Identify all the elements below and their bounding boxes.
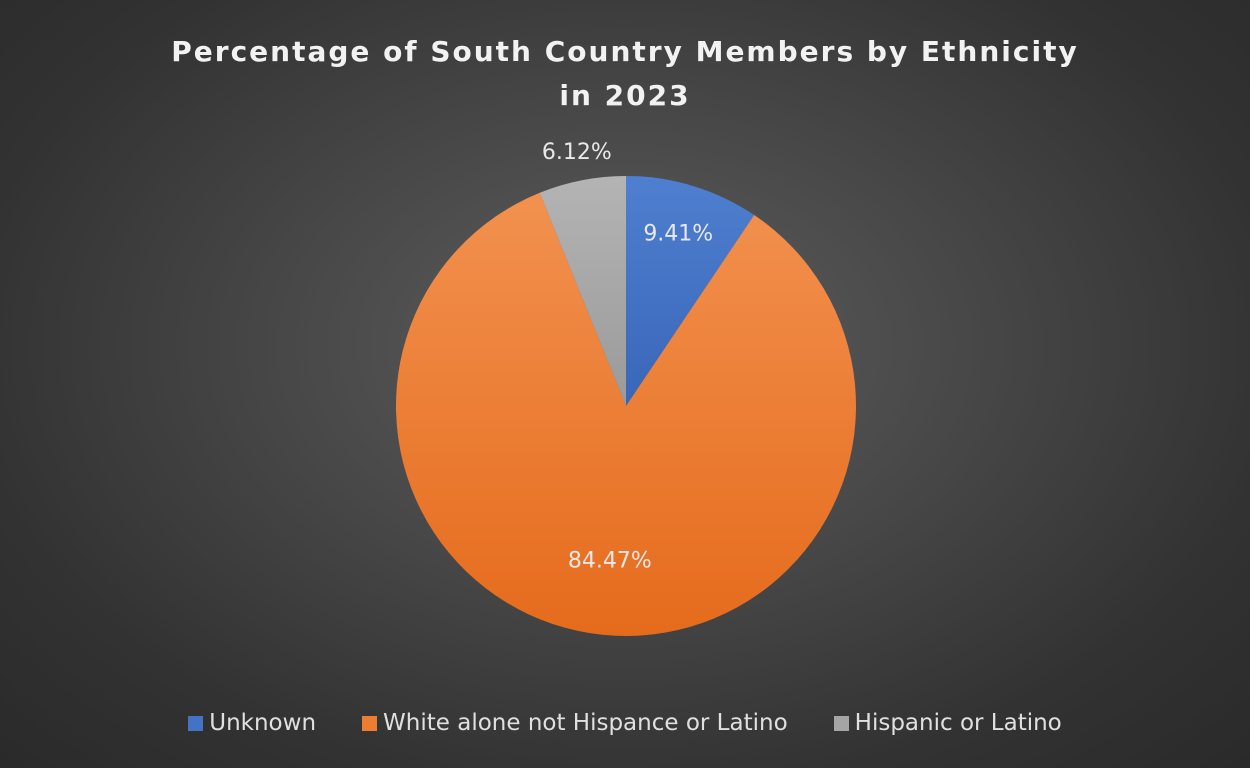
data-label-unknown: 9.41% — [643, 221, 713, 246]
pie-slices — [396, 176, 856, 636]
data-label-hispanic: 6.12% — [542, 140, 612, 165]
legend-item-white: White alone not Hispance or Latino — [362, 710, 788, 736]
pie-slice-hispanic — [539, 176, 626, 406]
legend: Unknown White alone not Hispance or Lati… — [0, 710, 1250, 736]
legend-swatch-white — [362, 715, 378, 731]
legend-label-hispanic: Hispanic or Latino — [854, 710, 1062, 736]
legend-swatch-unknown — [188, 715, 204, 731]
legend-label-white: White alone not Hispance or Latino — [383, 710, 788, 736]
pie-data-labels: 9.41% 84.47% 6.12% — [542, 140, 713, 573]
legend-item-hispanic: Hispanic or Latino — [833, 710, 1062, 736]
pie-slice-unknown — [626, 176, 755, 406]
legend-label-unknown: Unknown — [209, 710, 317, 736]
legend-item-unknown: Unknown — [188, 710, 316, 736]
legend-swatch-hispanic — [833, 715, 849, 731]
chart-title: Percentage of South Country Members by E… — [171, 35, 1079, 112]
data-label-white: 84.47% — [568, 549, 652, 574]
pie-slice-white — [396, 192, 856, 636]
